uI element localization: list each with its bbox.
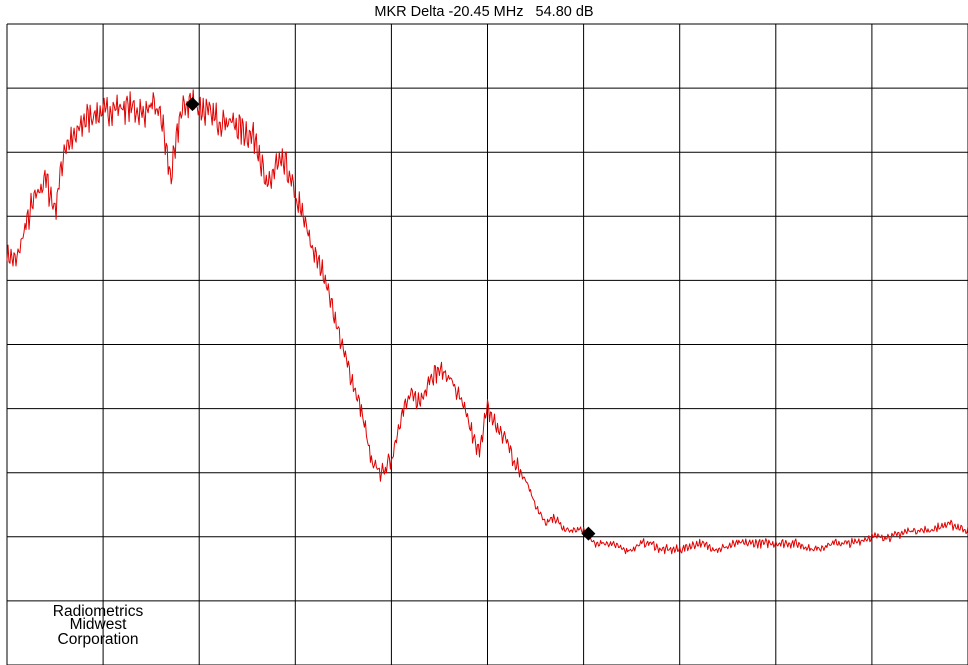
reference-marker (185, 97, 200, 112)
watermark-line-3: Corporation (57, 631, 139, 648)
delta-marker (581, 526, 596, 541)
watermark-line-2: Midwest (69, 616, 127, 633)
spectrum-trace (6, 89, 968, 555)
graticule (6, 23, 968, 665)
company-watermark: Radiometrics Midwest Corporation (28, 604, 168, 648)
marker-readout: MKR Delta -20.45 MHz 54.80 dB (374, 4, 594, 20)
watermark-line-1: Radiometrics (52, 603, 144, 620)
marker-group (185, 97, 596, 541)
